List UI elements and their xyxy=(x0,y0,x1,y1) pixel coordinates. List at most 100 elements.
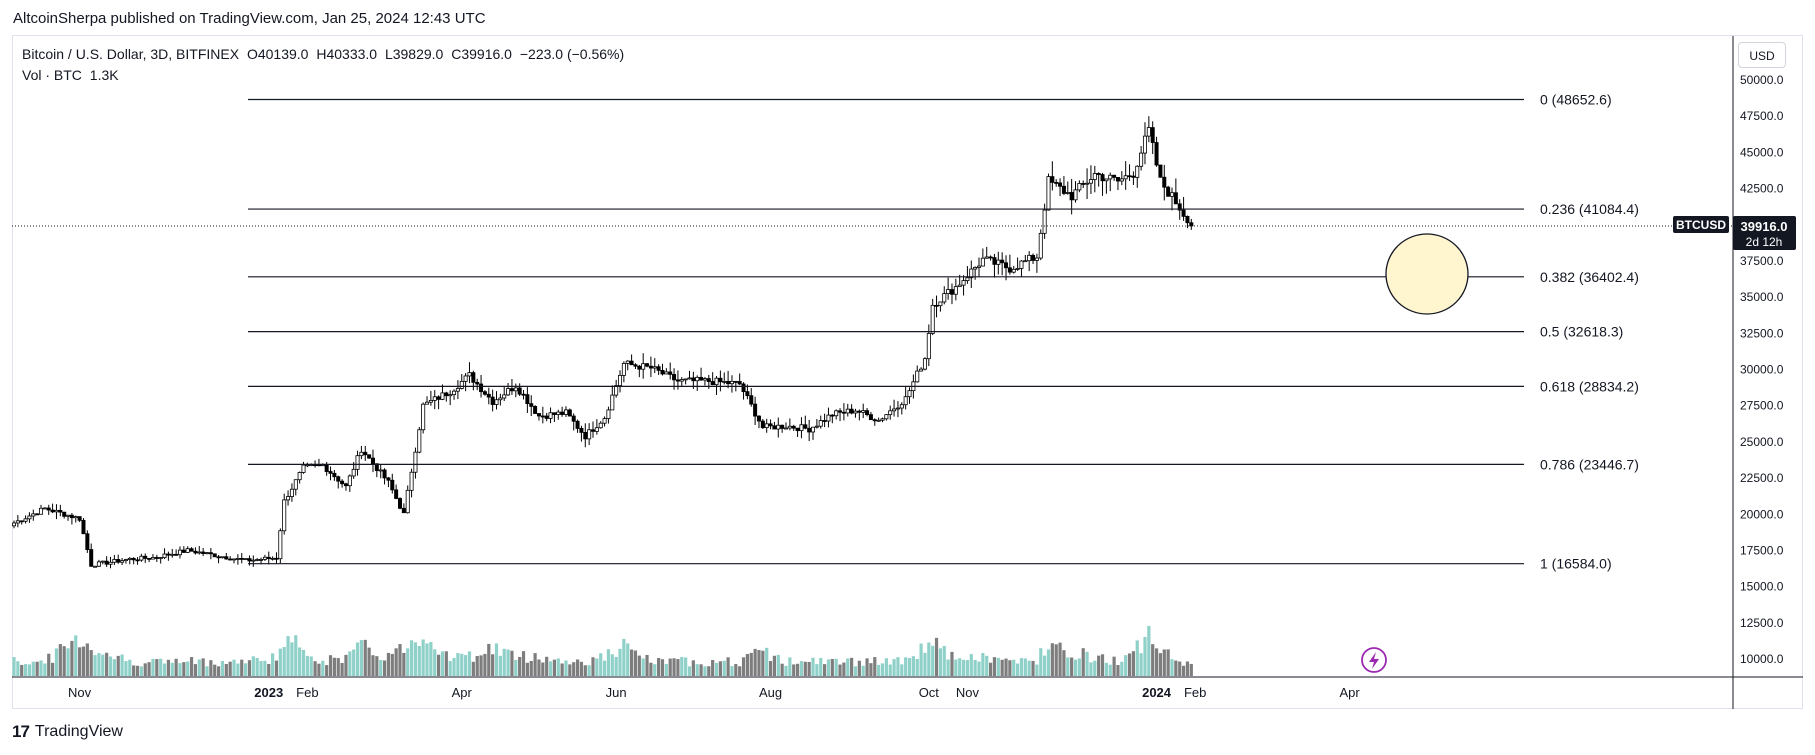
currency-button[interactable]: USD xyxy=(1738,42,1786,68)
volume-bar xyxy=(321,660,325,676)
volume-bar xyxy=(467,651,472,676)
candle-body xyxy=(645,363,650,367)
candle-body xyxy=(907,390,912,398)
volume-bar xyxy=(244,663,248,676)
price-tick-label: 45000.0 xyxy=(1740,145,1784,159)
candle-body xyxy=(899,404,904,409)
time-tick-label: Oct xyxy=(919,685,940,700)
volume-bar xyxy=(1108,664,1112,676)
candle-body xyxy=(552,412,557,415)
price-tick-label: 12500.0 xyxy=(1740,616,1784,630)
candle-body xyxy=(262,556,267,560)
candle-body xyxy=(100,560,105,563)
candle-body xyxy=(660,369,665,375)
candle-body xyxy=(378,469,383,472)
volume-bar xyxy=(502,648,506,676)
price-tick-label: 17500.0 xyxy=(1740,543,1784,557)
candle-body xyxy=(336,476,341,482)
candle-body xyxy=(123,559,128,562)
candle-body xyxy=(984,256,989,259)
volume-bar xyxy=(950,651,954,676)
volume-bar xyxy=(251,656,255,676)
volume-bar xyxy=(915,658,919,676)
volume-bar xyxy=(626,643,630,676)
volume-bar xyxy=(1058,642,1062,676)
publisher-line: AltcoinSherpa published on TradingView.c… xyxy=(13,10,486,27)
volume-bar xyxy=(599,653,603,676)
volume-bar xyxy=(865,658,869,676)
candle-body xyxy=(216,556,221,559)
volume-bar xyxy=(1189,663,1193,676)
candle-body xyxy=(1162,176,1167,188)
volume-bar xyxy=(483,653,487,676)
volume-bar xyxy=(78,647,82,676)
volume-bar xyxy=(220,660,225,676)
volume-bar xyxy=(842,662,846,676)
candle-body xyxy=(367,454,372,459)
highlight-circle[interactable] xyxy=(1385,233,1469,315)
candle-body xyxy=(1023,260,1028,263)
candle-body xyxy=(749,395,754,405)
volume-bar xyxy=(23,664,28,676)
candle-body xyxy=(143,555,148,559)
volume-bar xyxy=(961,659,966,676)
volume-bar xyxy=(533,653,537,676)
candle-body xyxy=(1170,192,1175,197)
volume-bar xyxy=(491,654,495,676)
candle-body xyxy=(880,418,885,421)
volume-bar xyxy=(267,663,271,676)
volume-bar xyxy=(630,649,634,676)
candle-body xyxy=(1104,178,1109,182)
volume-bar xyxy=(54,648,59,676)
candle-body xyxy=(853,410,858,414)
volume-bar xyxy=(753,648,757,676)
candle-body xyxy=(421,403,426,431)
volume-bar xyxy=(934,637,939,676)
candle-body xyxy=(926,333,931,360)
candle-body xyxy=(1031,254,1036,261)
volume-bar xyxy=(317,663,321,676)
volume-bar xyxy=(31,661,35,676)
volume-bar xyxy=(838,664,842,676)
volume-bar xyxy=(992,657,997,676)
candle-body xyxy=(1177,203,1182,211)
candle-body xyxy=(803,424,808,429)
volume-bar xyxy=(1097,655,1101,676)
volume-bar xyxy=(367,647,371,676)
candle-body xyxy=(401,507,406,514)
candle-body xyxy=(1112,174,1117,178)
candle-body xyxy=(1011,268,1016,273)
volume-bar xyxy=(216,666,221,676)
candle-body xyxy=(614,385,619,396)
candle-body xyxy=(494,399,499,405)
volume-bar xyxy=(765,647,769,676)
candle-body xyxy=(849,408,854,414)
candle-body xyxy=(822,420,827,422)
volume-bar xyxy=(162,663,167,676)
volume-bar xyxy=(1008,660,1012,676)
symbol-info[interactable]: Bitcoin / U.S. Dollar, 3D, BITFINEX xyxy=(22,46,240,62)
volume-bar xyxy=(846,658,850,676)
volume-bar xyxy=(282,647,286,676)
volume-bar xyxy=(730,666,734,676)
volume-bar xyxy=(1131,651,1135,676)
candle-body xyxy=(961,280,966,286)
candle-body xyxy=(811,426,816,433)
volume-label[interactable]: Vol · BTC xyxy=(22,67,82,83)
volume-bar xyxy=(197,659,201,676)
volume-bar xyxy=(394,648,398,676)
fib-level-label: 1 (16584.0) xyxy=(1540,556,1612,572)
candle-body xyxy=(637,365,642,370)
candle-body xyxy=(1015,268,1020,270)
candle-body xyxy=(1027,254,1032,262)
candle-body xyxy=(135,559,140,562)
tradingview-footer[interactable]: 17 TradingView xyxy=(12,722,123,742)
candle-body xyxy=(432,396,437,401)
candle-body xyxy=(1077,183,1082,191)
candle-body xyxy=(116,559,121,563)
candle-body xyxy=(23,518,28,522)
candle-body xyxy=(266,556,271,560)
candle-body xyxy=(726,380,731,385)
volume-bar xyxy=(1043,655,1047,676)
